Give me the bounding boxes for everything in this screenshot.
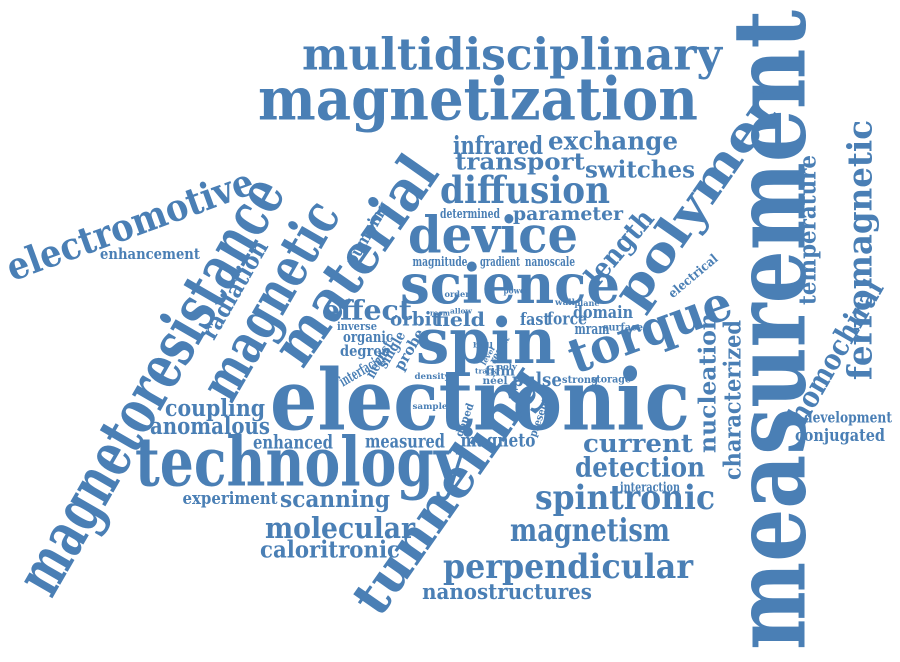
word-magnetization: magnetization bbox=[258, 66, 698, 134]
word-ferromagnetic: ferromagnetic bbox=[840, 120, 880, 380]
word-perpendicular: perpendicular bbox=[443, 546, 694, 586]
word-scanning: scanning bbox=[280, 487, 390, 514]
word-allow: allow bbox=[450, 307, 473, 316]
word-current: current bbox=[583, 429, 693, 458]
word-measured: measured bbox=[365, 430, 445, 452]
word-technology: technology bbox=[135, 424, 466, 502]
word-multidisciplinary: multidisciplinary bbox=[302, 29, 723, 80]
word-field: field bbox=[435, 309, 485, 331]
word-determined: determined bbox=[440, 207, 500, 222]
word-power: power bbox=[503, 286, 529, 296]
word-sample: sample bbox=[412, 402, 448, 412]
word-room: room bbox=[430, 308, 450, 317]
word-coupling: coupling bbox=[165, 396, 265, 422]
word-surface: surface bbox=[603, 321, 643, 333]
word-force: force bbox=[547, 309, 587, 329]
word-transport: transport bbox=[455, 148, 585, 175]
word-strong: strong bbox=[562, 374, 598, 386]
word-orbit: orbit bbox=[390, 309, 440, 330]
word-characterized: characterized bbox=[719, 320, 746, 480]
word-nanostructures: nanostructures bbox=[422, 580, 592, 605]
word-spin: spin bbox=[416, 305, 556, 378]
word-device: device bbox=[408, 205, 578, 264]
word-pulse: pulse bbox=[512, 369, 562, 391]
word-magnitude: magnitude bbox=[413, 255, 468, 270]
word-order: order bbox=[444, 289, 470, 299]
word-development: development bbox=[804, 409, 893, 426]
word-interaction: interaction bbox=[620, 479, 680, 495]
word-domain: domain bbox=[573, 302, 633, 322]
word-measurement: measurement bbox=[711, 10, 828, 650]
word-magnetism: magnetism bbox=[510, 511, 670, 548]
word-wall: wall bbox=[554, 298, 576, 308]
word-experiment: experiment bbox=[182, 488, 278, 508]
word-bull: bull bbox=[473, 341, 493, 350]
word-spintronic: spintronic bbox=[535, 477, 715, 517]
word-switches: switches bbox=[585, 156, 695, 183]
word-magneto: magneto bbox=[461, 430, 536, 452]
word-density: density bbox=[414, 372, 450, 382]
word-diffusion: diffusion bbox=[440, 167, 610, 212]
word-conjugated: conjugated bbox=[795, 425, 885, 445]
word-temperature: temperature bbox=[795, 155, 822, 305]
word-plane: plane bbox=[574, 298, 599, 308]
word-film: film bbox=[485, 365, 515, 379]
word-organic: organic bbox=[343, 330, 393, 347]
word-track: track bbox=[475, 367, 498, 376]
word-exchange: exchange bbox=[548, 126, 678, 155]
word-parameter: parameter bbox=[513, 203, 624, 225]
word-infrared: infrared bbox=[453, 132, 543, 161]
word-electronic: electronic bbox=[270, 350, 690, 449]
word-poly: poly bbox=[497, 361, 517, 370]
word-neel: néel bbox=[483, 375, 508, 387]
word-enhancement: enhancement bbox=[100, 247, 200, 264]
word-gradient: gradient bbox=[480, 254, 520, 269]
word-mram: mram bbox=[574, 321, 609, 338]
word-molecular: molecular bbox=[265, 511, 416, 546]
word-inverse: inverse bbox=[337, 319, 377, 333]
word-anomalous: anomalous bbox=[150, 414, 270, 441]
word-degree: degree bbox=[340, 344, 390, 361]
word-nanoscale: nanoscale bbox=[525, 254, 575, 269]
word-detection: detection bbox=[575, 452, 705, 484]
word-nucleation: nucleation bbox=[695, 313, 722, 453]
word-science: science bbox=[400, 252, 620, 316]
word-caloritronic: caloritronic bbox=[260, 536, 400, 563]
word-fast: fast bbox=[520, 309, 551, 329]
word-storage: storage bbox=[591, 374, 631, 386]
word-enhanced: enhanced bbox=[253, 432, 333, 454]
word-effect: effect bbox=[322, 294, 412, 326]
